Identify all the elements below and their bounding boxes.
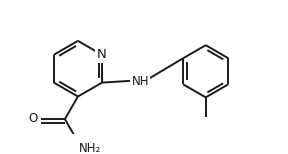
Text: NH₂: NH₂ xyxy=(79,142,101,154)
Text: O: O xyxy=(29,112,38,125)
Text: NH: NH xyxy=(132,75,149,88)
Text: N: N xyxy=(97,48,107,61)
